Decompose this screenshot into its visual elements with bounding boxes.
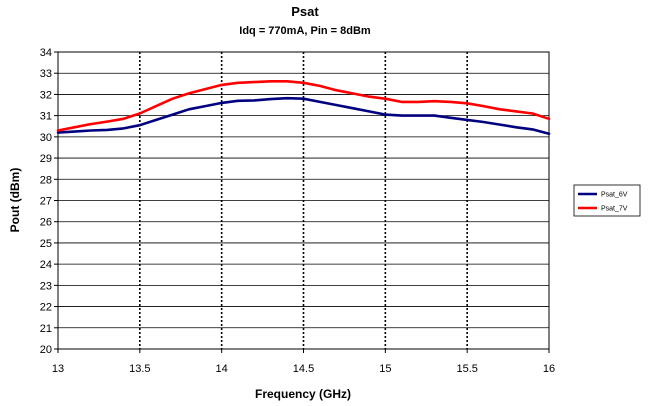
y-axis-ticks: 20 21 22 23 24 25 26 27 28 29 30 31 32 33 34 bbox=[40, 47, 58, 356]
y-tick-label: 25 bbox=[40, 238, 52, 250]
y-tick-label: 26 bbox=[40, 217, 52, 229]
y-tick-label: 32 bbox=[40, 89, 52, 101]
x-tick-label: 13.5 bbox=[129, 363, 150, 375]
y-axis-label: Pout (dBm) bbox=[8, 168, 22, 233]
chart-title: Psat bbox=[291, 4, 319, 19]
x-tick-label: 14 bbox=[216, 363, 228, 375]
y-tick-label: 33 bbox=[40, 68, 52, 80]
y-tick-label: 21 bbox=[40, 323, 52, 335]
x-tick-label: 14.5 bbox=[293, 363, 314, 375]
y-tick-label: 24 bbox=[40, 259, 52, 271]
y-tick-label: 29 bbox=[40, 153, 52, 165]
x-axis-ticks: 13 13.5 14 14.5 15 15.5 16 bbox=[52, 349, 555, 375]
x-tick-label: 13 bbox=[52, 363, 64, 375]
series-line-psat-6v bbox=[56, 96, 551, 135]
y-tick-label: 22 bbox=[40, 302, 52, 314]
y-tick-label: 31 bbox=[40, 111, 52, 123]
series-lines bbox=[56, 80, 551, 135]
legend-label: Psat_6V bbox=[601, 192, 628, 199]
chart-subtitle: Idq = 770mA, Pin = 8dBm bbox=[239, 25, 371, 37]
legend-box bbox=[573, 184, 641, 217]
y-tick-label: 34 bbox=[40, 47, 52, 59]
grid bbox=[58, 51, 549, 350]
y-tick-label: 30 bbox=[40, 132, 52, 144]
y-tick-label: 20 bbox=[40, 344, 52, 356]
x-tick-label: 16 bbox=[543, 363, 555, 375]
series-line-psat-7v bbox=[56, 80, 551, 132]
legend: Psat_6V Psat_7V bbox=[573, 184, 641, 217]
x-tick-label: 15 bbox=[379, 363, 391, 375]
y-tick-label: 28 bbox=[40, 174, 52, 186]
x-tick-label: 15.5 bbox=[456, 363, 477, 375]
legend-label: Psat_7V bbox=[601, 206, 628, 213]
x-axis-label: Frequency (GHz) bbox=[255, 387, 351, 401]
y-tick-label: 23 bbox=[40, 280, 52, 292]
y-tick-label: 27 bbox=[40, 196, 52, 208]
